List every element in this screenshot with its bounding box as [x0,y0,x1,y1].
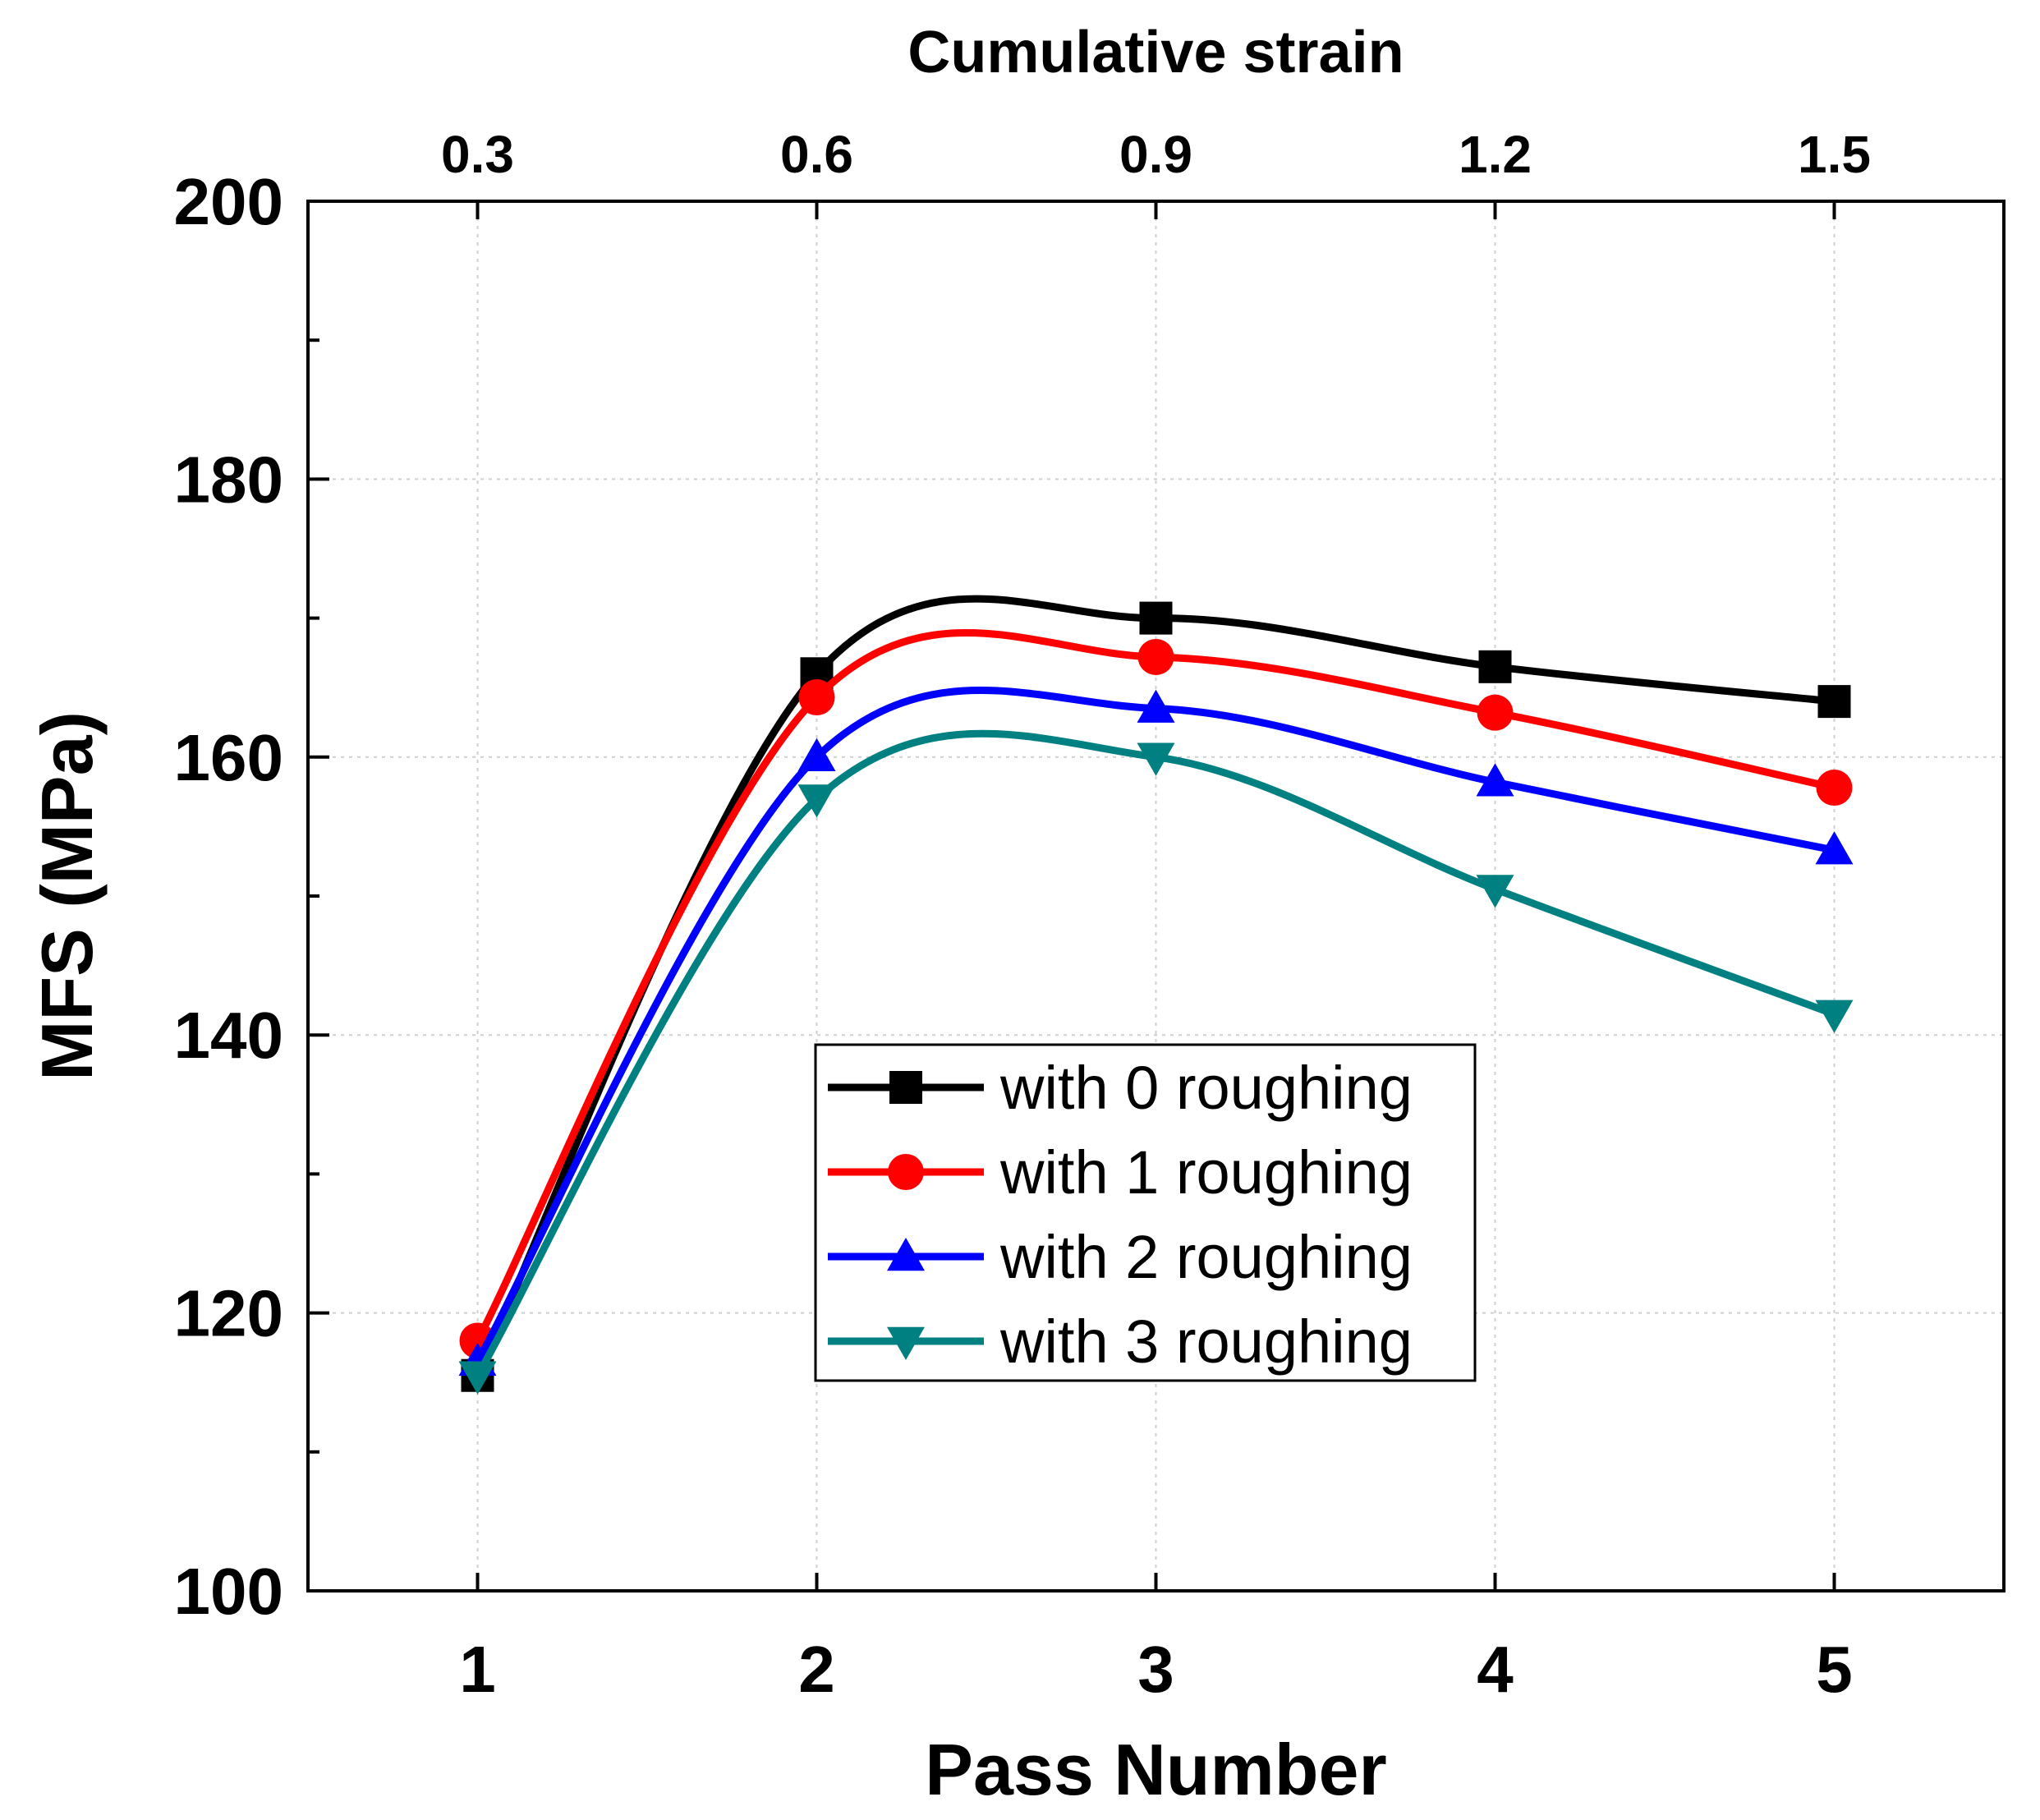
legend-item: with 3 roughing [828,1308,1413,1376]
data-point [797,738,836,772]
data-point [797,784,836,818]
legend-marker [887,1326,925,1360]
series-line [474,628,1838,1344]
data-point [1817,685,1851,719]
axes: 1 0.3 2 0.6 3 0.9 4 1.2 5 1.5 100 120 140 160 180 200 [174,125,1871,1706]
top-tick-label: 0.6 [780,125,853,184]
data-point [1137,742,1175,776]
data-point [1476,875,1514,908]
data-point [1478,650,1512,683]
y-tick-label: 140 [174,999,283,1072]
data-point [458,1361,497,1395]
series-line [474,687,1838,1366]
x-tick-label: 2 [798,1633,835,1706]
data-point [1816,770,1853,807]
data-point [1815,831,1854,865]
x-tick-label: 1 [459,1633,496,1706]
top-tick-label: 0.9 [1119,125,1192,184]
y-tick-label: 100 [174,1555,283,1628]
legend-label: with 1 roughing [999,1138,1413,1206]
data-point [1139,601,1173,635]
top-axis-title: Cumulative strain [907,20,1404,85]
data-point [1137,638,1174,675]
legend-label: with 2 roughing [999,1223,1413,1291]
data-point [1137,689,1175,723]
x-tick-label: 3 [1137,1633,1174,1706]
y-axis-title: MFS (MPa) [26,711,108,1081]
legend-label: with 0 roughing [999,1054,1413,1122]
series-layer [458,595,1854,1395]
legend-label: with 3 roughing [999,1308,1413,1376]
series-3 [458,729,1854,1395]
x-axis-title: Pass Number [925,1729,1386,1810]
top-tick-label: 0.3 [441,125,514,184]
data-point [1476,763,1514,797]
x-tick-label: 4 [1477,1633,1514,1706]
legend-marker [887,1238,925,1271]
legend-marker [888,1154,924,1190]
series-line [474,729,1838,1380]
legend: with 0 roughing with 1 roughing with 2 rou… [814,1043,1477,1382]
y-tick-label: 200 [174,165,283,238]
y-tick-label: 160 [174,721,283,794]
legend-box [814,1043,1477,1382]
series-2 [458,687,1854,1376]
data-point [1477,694,1514,731]
data-point [798,679,835,716]
grid-lines [308,201,2004,1591]
data-point [1815,1000,1854,1033]
legend-item: with 2 roughing [828,1223,1413,1291]
x-tick-label: 5 [1816,1633,1853,1706]
legend-item: with 0 roughing [828,1054,1413,1122]
y-tick-label: 120 [174,1277,283,1350]
y-tick-label: 180 [174,443,283,516]
top-tick-label: 1.2 [1459,125,1532,184]
top-tick-label: 1.5 [1798,125,1871,184]
legend-marker [889,1071,922,1104]
legend-item: with 1 roughing [828,1138,1413,1206]
